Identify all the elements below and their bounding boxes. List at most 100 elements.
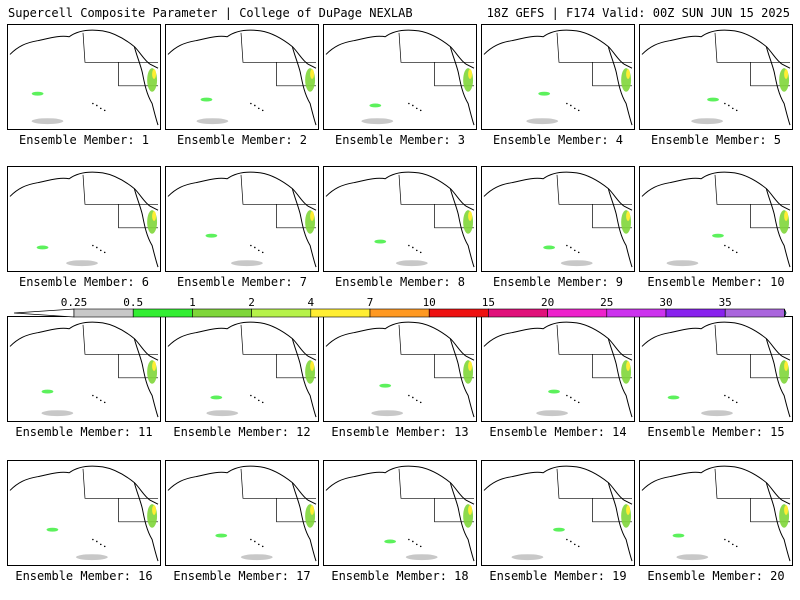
island xyxy=(250,394,252,397)
coastline xyxy=(641,29,791,69)
political-borders xyxy=(556,468,633,523)
member-caption: Ensemble Member: 17 xyxy=(173,569,311,583)
island xyxy=(92,394,94,397)
island xyxy=(728,540,730,543)
scp-shading xyxy=(310,361,315,371)
coastline xyxy=(483,29,633,69)
island xyxy=(254,540,256,543)
ensemble-member-map xyxy=(481,316,635,422)
basemap xyxy=(325,465,475,562)
scp-shading xyxy=(396,260,428,267)
scp-shading xyxy=(784,69,789,79)
island xyxy=(573,107,576,110)
ensemble-member-map xyxy=(323,316,477,422)
island xyxy=(566,102,568,105)
island xyxy=(566,394,568,397)
legend-tick-label: 20 xyxy=(541,296,554,309)
political-borders xyxy=(240,32,317,87)
member-caption: Ensemble Member: 1 xyxy=(18,133,150,147)
member-caption: Ensemble Member: 11 xyxy=(15,425,153,439)
island xyxy=(103,109,106,112)
member-caption: Ensemble Member: 19 xyxy=(489,569,627,583)
island xyxy=(261,401,264,404)
political-borders xyxy=(240,468,317,523)
coastline xyxy=(325,321,475,361)
island xyxy=(96,104,98,107)
island xyxy=(103,401,106,404)
member-caption: Ensemble Member: 5 xyxy=(650,133,782,147)
west-coastline xyxy=(133,46,159,126)
scp-shading xyxy=(369,103,382,108)
scp-shading xyxy=(215,533,228,538)
coastline xyxy=(641,321,791,361)
ensemble-member-map xyxy=(639,460,793,566)
west-coastline xyxy=(449,338,475,418)
member-caption: Ensemble Member: 16 xyxy=(15,569,153,583)
ensemble-member-map xyxy=(7,24,161,130)
scp-shading xyxy=(626,361,631,371)
island xyxy=(577,251,580,254)
scp-shading xyxy=(405,554,438,561)
basemap xyxy=(641,321,791,418)
island xyxy=(728,246,730,249)
island xyxy=(570,104,572,107)
basemap xyxy=(325,171,475,268)
basemap xyxy=(9,29,159,126)
island xyxy=(731,543,734,546)
political-borders xyxy=(714,32,791,87)
island xyxy=(731,249,734,252)
scp-shading xyxy=(676,554,709,561)
political-borders xyxy=(556,174,633,229)
island xyxy=(257,107,260,110)
island xyxy=(735,545,738,548)
basemap xyxy=(9,171,159,268)
scp-shading xyxy=(205,233,218,238)
island xyxy=(419,545,422,548)
scp-shading xyxy=(691,118,723,125)
scp-shading xyxy=(468,505,473,515)
legend-swatch xyxy=(251,308,312,318)
island xyxy=(728,104,730,107)
scp-shading xyxy=(31,118,64,125)
west-coastline xyxy=(449,46,475,126)
member-caption: Ensemble Member: 10 xyxy=(647,275,785,289)
island xyxy=(570,246,572,249)
scp-shading xyxy=(66,260,98,267)
scp-shading xyxy=(526,118,558,125)
island xyxy=(254,246,256,249)
legend-tick-label: 1 xyxy=(189,296,196,309)
west-coastline xyxy=(449,188,475,268)
political-borders xyxy=(556,324,633,379)
scp-shading xyxy=(41,389,54,394)
political-borders xyxy=(82,174,159,229)
legend-swatch xyxy=(606,308,667,318)
scp-shading xyxy=(548,389,560,394)
legend-tick-label: 0.5 xyxy=(123,296,143,309)
legend-swatch xyxy=(547,308,608,318)
ensemble-member-map xyxy=(639,316,793,422)
scp-shading xyxy=(384,539,397,544)
scp-shading xyxy=(626,505,631,515)
ensemble-member-map xyxy=(165,166,319,272)
ensemble-member-map xyxy=(323,460,477,566)
political-borders xyxy=(398,468,475,523)
scp-shading xyxy=(210,395,223,400)
west-coastline xyxy=(449,482,475,562)
ensemble-member-map xyxy=(481,166,635,272)
coastline xyxy=(641,465,791,505)
member-caption: Ensemble Member: 13 xyxy=(331,425,469,439)
island xyxy=(573,249,576,252)
scp-shading xyxy=(672,533,685,538)
island xyxy=(412,246,414,249)
political-borders xyxy=(82,468,159,523)
member-caption: Ensemble Member: 14 xyxy=(489,425,627,439)
island xyxy=(724,102,726,105)
island xyxy=(419,109,422,112)
political-borders xyxy=(398,174,475,229)
scp-shading xyxy=(784,211,789,221)
legend-swatch xyxy=(310,308,371,318)
basemap xyxy=(483,29,633,126)
coastline xyxy=(325,29,475,69)
scp-shading xyxy=(36,245,49,250)
island xyxy=(92,244,94,247)
